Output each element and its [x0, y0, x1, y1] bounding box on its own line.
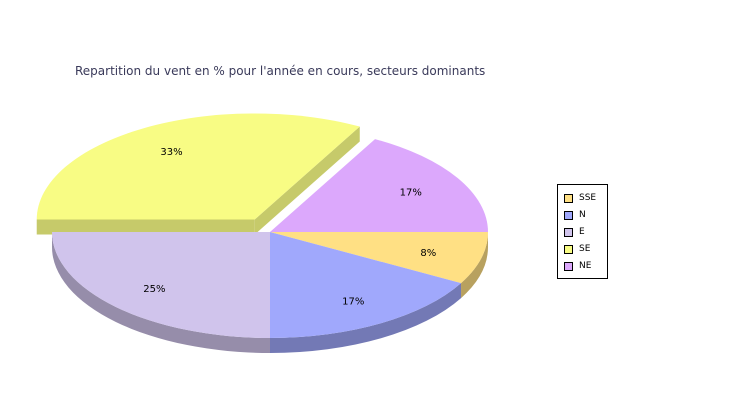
legend-label: SE: [579, 244, 591, 254]
legend-label: E: [579, 227, 585, 237]
pie-side-n: [270, 283, 462, 353]
legend-swatch: [564, 193, 573, 203]
legend-label: N: [579, 210, 586, 220]
pie-side-e: [52, 232, 270, 353]
pie-slice-n: [270, 232, 462, 338]
legend-swatch: [564, 210, 573, 220]
legend-item-e: E: [564, 226, 585, 238]
legend-item-ne: NE: [564, 260, 591, 272]
legend: SSE N E SE NE: [557, 184, 608, 279]
legend-item-se: SE: [564, 243, 590, 255]
chart-title: Repartition du vent en % pour l'année en…: [75, 64, 486, 78]
legend-item-sse: SSE: [564, 192, 596, 204]
pie-side-sse: [461, 232, 488, 299]
slice-label-e: 25%: [143, 284, 165, 295]
legend-swatch: [564, 261, 573, 271]
slice-label-se: 33%: [160, 147, 182, 158]
pie-slice-se: [36, 113, 360, 220]
pie-cut-face-se-1: [254, 126, 360, 235]
pie-slice-sse: [270, 232, 488, 284]
slice-label-ne: 17%: [400, 188, 422, 199]
slice-label-n: 17%: [342, 296, 364, 307]
legend-label: NE: [579, 261, 592, 271]
legend-item-n: N: [564, 209, 586, 221]
legend-label: SSE: [579, 193, 597, 203]
legend-swatch: [564, 227, 573, 237]
pie-slice-ne: [270, 139, 488, 232]
slice-label-sse: 8%: [420, 248, 436, 259]
pie-cut-face-se-0: [36, 219, 255, 235]
pie-sides: [52, 232, 488, 353]
pie-slice-e: [52, 232, 270, 338]
legend-swatch: [564, 244, 573, 254]
